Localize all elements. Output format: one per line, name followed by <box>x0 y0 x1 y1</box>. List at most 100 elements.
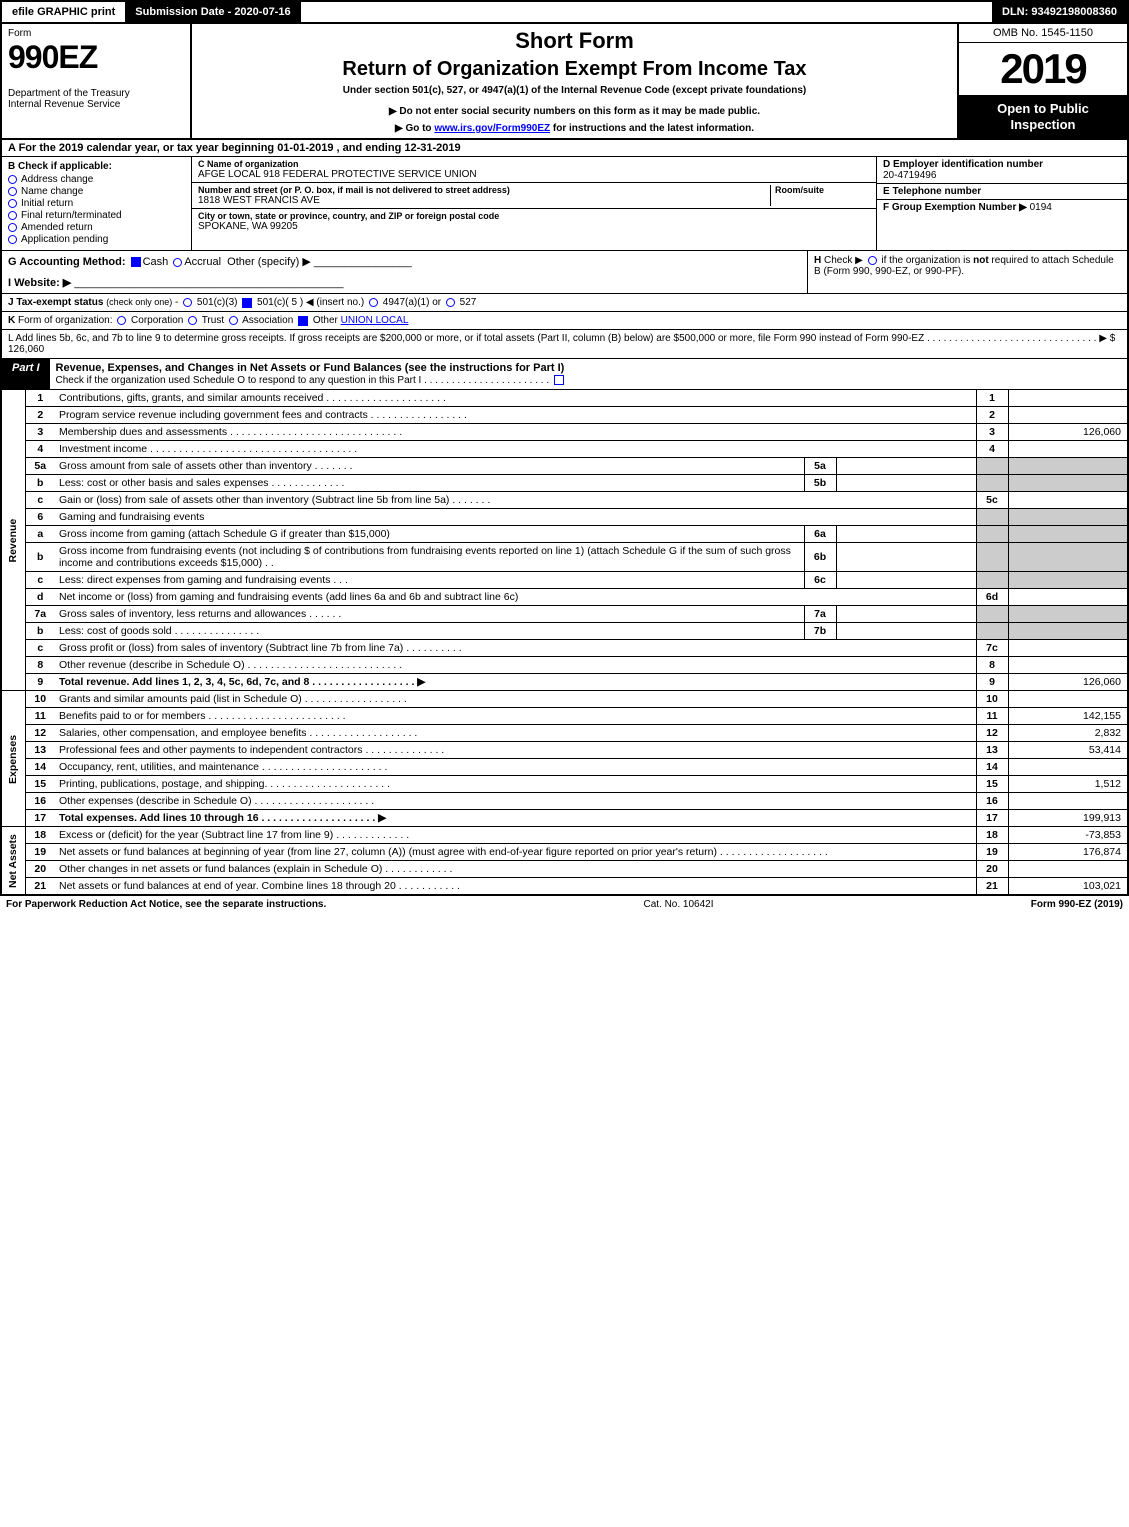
line-desc: Less: cost or other basis and sales expe… <box>55 475 804 492</box>
chk-initial[interactable]: Initial return <box>8 198 185 209</box>
checkbox-501c5-icon[interactable] <box>242 298 252 308</box>
line-desc: Total revenue. Add lines 1, 2, 3, 4, 5c,… <box>55 674 976 691</box>
line-rlabel: 9 <box>976 674 1008 691</box>
other-org-link[interactable]: UNION LOCAL <box>341 315 409 326</box>
line-rlabel: 21 <box>976 878 1008 895</box>
line-desc: Program service revenue including govern… <box>55 407 976 424</box>
line-desc: Net assets or fund balances at beginning… <box>55 844 976 861</box>
grey-cell <box>976 543 1008 572</box>
line-desc: Net assets or fund balances at end of ye… <box>55 878 976 895</box>
line-desc: Gross sales of inventory, less returns a… <box>55 606 804 623</box>
mid-label: 5a <box>804 458 836 475</box>
circle-icon[interactable] <box>369 298 378 307</box>
line-desc: Gross income from gaming (attach Schedul… <box>55 526 804 543</box>
line-rlabel: 8 <box>976 657 1008 674</box>
g-accrual: Accrual <box>184 256 221 268</box>
open-to-public: Open to Public Inspection <box>959 95 1127 138</box>
line-num: 19 <box>25 844 55 861</box>
checkbox-other-icon[interactable] <box>298 316 308 326</box>
mid-label: 6a <box>804 526 836 543</box>
grey-cell <box>1008 526 1128 543</box>
section-revenue: Revenue <box>1 390 25 691</box>
goto-line: ▶ Go to www.irs.gov/Form990EZ for instru… <box>198 123 951 134</box>
chk-amended[interactable]: Amended return <box>8 222 185 233</box>
ein-hint: D Employer identification number <box>883 159 1121 170</box>
circle-icon <box>8 175 17 184</box>
line-rlabel: 15 <box>976 776 1008 793</box>
circle-h-icon[interactable] <box>868 256 877 265</box>
line-desc: Investment income . . . . . . . . . . . … <box>55 441 976 458</box>
tel-hint: E Telephone number <box>883 186 1121 197</box>
chk-pending[interactable]: Application pending <box>8 234 185 245</box>
grey-cell <box>976 526 1008 543</box>
mid-value <box>836 623 976 640</box>
checkbox-schedule-o-icon[interactable] <box>554 375 564 385</box>
row-h: H Check ▶ if the organization is not req… <box>807 251 1127 293</box>
circle-icon[interactable] <box>446 298 455 307</box>
line-value <box>1008 793 1128 810</box>
org-name: AFGE LOCAL 918 FEDERAL PROTECTIVE SERVIC… <box>198 169 870 180</box>
row-k: K Form of organization: Corporation Trus… <box>0 312 1129 330</box>
line-value: -73,853 <box>1008 827 1128 844</box>
line-rlabel: 11 <box>976 708 1008 725</box>
chk-address[interactable]: Address change <box>8 174 185 185</box>
line-num: 9 <box>25 674 55 691</box>
part-i-tag: Part I <box>2 359 50 389</box>
street-cell: Number and street (or P. O. box, if mail… <box>192 183 876 209</box>
line-desc: Net income or (loss) from gaming and fun… <box>55 589 976 606</box>
grey-cell <box>1008 572 1128 589</box>
part-i-header: Part I Revenue, Expenses, and Changes in… <box>0 359 1129 390</box>
header-center: Short Form Return of Organization Exempt… <box>192 24 957 138</box>
ssn-warning: ▶ Do not enter social security numbers o… <box>198 106 951 117</box>
grey-cell <box>976 475 1008 492</box>
row-gh: G Accounting Method: Cash Accrual Other … <box>0 251 1129 294</box>
checkbox-cash-icon[interactable] <box>131 257 141 267</box>
grey-cell <box>976 606 1008 623</box>
line-sub: b <box>25 475 55 492</box>
tax-year: 2019 <box>959 43 1127 95</box>
line-num: 21 <box>25 878 55 895</box>
group-hint: F Group Exemption Number ▶ <box>883 202 1027 213</box>
line-num: 12 <box>25 725 55 742</box>
header-right: OMB No. 1545-1150 2019 Open to Public In… <box>957 24 1127 138</box>
line-desc: Other changes in net assets or fund bala… <box>55 861 976 878</box>
line-value <box>1008 759 1128 776</box>
line-rlabel: 16 <box>976 793 1008 810</box>
group-cell: F Group Exemption Number ▶ 0194 <box>877 200 1127 215</box>
chk-final[interactable]: Final return/terminated <box>8 210 185 221</box>
form-label: Form <box>8 28 184 39</box>
line-value: 126,060 <box>1008 424 1128 441</box>
line-value <box>1008 640 1128 657</box>
grey-cell <box>1008 509 1128 526</box>
col-b-label: B Check if applicable: <box>8 161 185 172</box>
submission-date: Submission Date - 2020-07-16 <box>125 2 300 22</box>
mid-label: 7a <box>804 606 836 623</box>
circle-accrual-icon[interactable] <box>173 258 182 267</box>
line-rlabel: 12 <box>976 725 1008 742</box>
circle-icon[interactable] <box>188 316 197 325</box>
line-rlabel: 13 <box>976 742 1008 759</box>
line-value <box>1008 691 1128 708</box>
footer-right: Form 990-EZ (2019) <box>1031 899 1123 910</box>
circle-icon[interactable] <box>229 316 238 325</box>
chk-name[interactable]: Name change <box>8 186 185 197</box>
grey-cell <box>1008 623 1128 640</box>
line-num: 6 <box>25 509 55 526</box>
g-label: G Accounting Method: <box>8 256 126 268</box>
lines-table: Revenue 1 Contributions, gifts, grants, … <box>0 390 1129 895</box>
line-desc: Printing, publications, postage, and shi… <box>55 776 976 793</box>
line-sub: c <box>25 492 55 509</box>
footer-left: For Paperwork Reduction Act Notice, see … <box>6 899 326 910</box>
line-desc: Gross amount from sale of assets other t… <box>55 458 804 475</box>
irs-link[interactable]: www.irs.gov/Form990EZ <box>434 123 550 134</box>
part-i-note: Check if the organization used Schedule … <box>56 375 550 386</box>
line-rlabel: 3 <box>976 424 1008 441</box>
circle-icon[interactable] <box>117 316 126 325</box>
form-header: Form 990EZ Department of the Treasury In… <box>0 24 1129 140</box>
chk-address-label: Address change <box>21 174 93 185</box>
omb-number: OMB No. 1545-1150 <box>959 24 1127 43</box>
line-sub: c <box>25 640 55 657</box>
grey-cell <box>1008 543 1128 572</box>
line-rlabel: 5c <box>976 492 1008 509</box>
circle-icon[interactable] <box>183 298 192 307</box>
